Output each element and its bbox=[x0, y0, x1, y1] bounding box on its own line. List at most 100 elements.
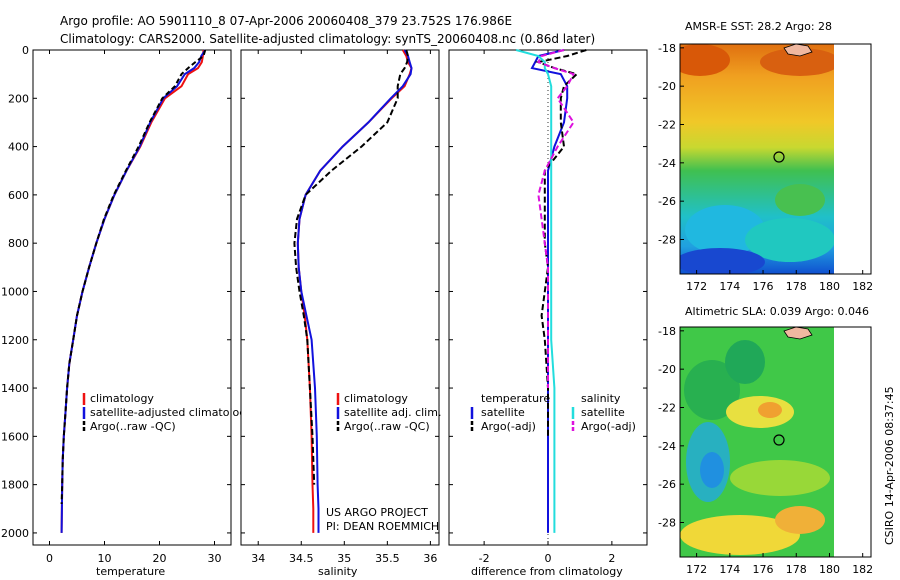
x-tick-label: 2 bbox=[608, 552, 615, 565]
island-outline bbox=[783, 43, 813, 57]
figure-title-line1: Argo profile: AO 5901110_8 07-Apr-2006 2… bbox=[60, 14, 512, 28]
argo-position-marker bbox=[773, 434, 785, 446]
sst-field-features bbox=[680, 44, 834, 274]
map-x-tick-label: 172 bbox=[686, 563, 707, 576]
sst-map-title: AMSR-E SST: 28.2 Argo: 28 bbox=[685, 20, 832, 33]
map-y-tick-label: -26 bbox=[658, 478, 676, 491]
map-y-tick-label: -28 bbox=[658, 517, 676, 530]
sst-cool-patch bbox=[745, 218, 834, 262]
temperature-ticks: 0 10 20 30 0 200 400 600 800 1000 1200 1400 1600 1800… bbox=[1, 44, 231, 565]
map-x-tick-label: 182 bbox=[852, 563, 873, 576]
temperature-axes-frame bbox=[32, 49, 232, 546]
difference-profiles bbox=[515, 49, 587, 545]
legend-argo-label: Argo(..raw -QC) bbox=[344, 420, 430, 433]
y-tick-label: 2000 bbox=[1, 527, 29, 540]
map-x-tick-label: 174 bbox=[719, 280, 740, 293]
y-tick-label: 1800 bbox=[1, 479, 29, 492]
map-x-tick-label: 174 bbox=[719, 563, 740, 576]
x-tick-label: 10 bbox=[98, 552, 112, 565]
y-tick-label: 0 bbox=[22, 44, 29, 57]
salinity-profiles bbox=[293, 49, 413, 533]
x-tick-label: 35.5 bbox=[375, 552, 400, 565]
sla-map-ticks: 172 174 176 178 180 182 -18 -20 -22 -24 -26 -28 bbox=[658, 325, 873, 576]
y-tick-label: 1200 bbox=[1, 334, 29, 347]
y-tick-label: 1000 bbox=[1, 285, 29, 298]
sla-low-patch bbox=[725, 340, 765, 384]
map-x-tick-label: 178 bbox=[786, 280, 807, 293]
x-tick-label: 0 bbox=[46, 552, 53, 565]
x-tick-label: 0 bbox=[545, 552, 552, 565]
sst-cool-patch bbox=[685, 205, 765, 255]
x-tick-label: 30 bbox=[208, 552, 222, 565]
salinity-satellite-series-line bbox=[515, 49, 556, 533]
temperature-legend: climatology satellite-adjusted climatolo… bbox=[82, 392, 253, 433]
y-tick-label: 1400 bbox=[1, 382, 29, 395]
legend-climatology-label: climatology bbox=[344, 392, 408, 405]
x-tick-label: -2 bbox=[479, 552, 490, 565]
temperature-satellite-series-line bbox=[530, 49, 569, 533]
map-y-tick-label: -22 bbox=[658, 402, 676, 415]
y-tick-label: 1600 bbox=[1, 430, 29, 443]
salinity-x-label: salinity bbox=[318, 565, 358, 578]
map-y-tick-label: -18 bbox=[658, 325, 676, 338]
legend-sal-satellite-label: satellite bbox=[581, 406, 625, 419]
map-y-tick-label: -20 bbox=[658, 80, 676, 93]
map-x-tick-label: 172 bbox=[686, 280, 707, 293]
sst-green-patch bbox=[775, 184, 825, 216]
map-y-tick-label: -22 bbox=[658, 119, 676, 132]
temperature-x-label: temperature bbox=[96, 565, 165, 578]
sst-warm-patch bbox=[760, 48, 834, 76]
island-outline bbox=[783, 326, 813, 340]
argo-position-marker bbox=[773, 151, 785, 163]
x-tick-label: 34.5 bbox=[289, 552, 314, 565]
legend-argo-label: Argo(..raw -QC) bbox=[90, 420, 176, 433]
sst-map-ticks: 172 174 176 178 180 182 -18 -20 -22 -24 -26 -28 bbox=[658, 42, 873, 293]
sla-low-patch bbox=[684, 360, 740, 420]
satellite-adj-clim-series-line bbox=[296, 49, 413, 533]
difference-ticks: -2 0 2 bbox=[449, 49, 647, 565]
x-tick-label: 36 bbox=[423, 552, 437, 565]
sla-cool-core bbox=[700, 452, 724, 488]
sla-field-features bbox=[680, 340, 830, 555]
y-tick-label: 200 bbox=[8, 92, 29, 105]
map-x-tick-label: 176 bbox=[753, 280, 774, 293]
legend-temp-satellite-label: satellite bbox=[481, 406, 525, 419]
legend-satellite-label: satellite-adjusted climatology bbox=[90, 406, 253, 419]
salinity-axes-frame bbox=[240, 49, 440, 546]
salinity-argo-adj-series-line bbox=[536, 49, 575, 388]
temperature-profiles bbox=[60, 49, 207, 533]
figure-title-line2: Climatology: CARS2000. Satellite-adjuste… bbox=[60, 32, 595, 46]
map-x-tick-label: 182 bbox=[852, 280, 873, 293]
map-x-tick-label: 180 bbox=[819, 563, 840, 576]
argo-raw-qc-series-line bbox=[293, 49, 410, 485]
map-y-tick-label: -28 bbox=[658, 234, 676, 247]
map-x-tick-label: 178 bbox=[786, 563, 807, 576]
y-tick-label: 600 bbox=[8, 189, 29, 202]
sst-warm-patch bbox=[680, 44, 730, 76]
map-y-tick-label: -20 bbox=[658, 363, 676, 376]
map-x-tick-label: 180 bbox=[819, 280, 840, 293]
legend-climatology-label: climatology bbox=[90, 392, 154, 405]
sla-map-title: Altimetric SLA: 0.039 Argo: 0.046 bbox=[685, 305, 869, 318]
map-y-tick-label: -18 bbox=[658, 42, 676, 55]
sst-cold-patch bbox=[680, 248, 765, 274]
sst-map-frame bbox=[679, 43, 872, 275]
legend-temperature-header: temperature bbox=[481, 392, 550, 405]
x-tick-label: 35 bbox=[337, 552, 351, 565]
sla-mid-patch bbox=[730, 460, 830, 496]
legend-temp-argo-label: Argo(-adj) bbox=[481, 420, 536, 433]
sla-peak-patch bbox=[758, 402, 782, 418]
y-tick-label: 800 bbox=[8, 237, 29, 250]
sla-peak-patch bbox=[775, 506, 825, 534]
legend-sal-argo-label: Argo(-adj) bbox=[581, 420, 636, 433]
map-y-tick-label: -24 bbox=[658, 157, 676, 170]
legend-salinity-header: salinity bbox=[581, 392, 621, 405]
csiro-timestamp-label: CSIRO 14-Apr-2006 08:37:45 bbox=[883, 386, 896, 545]
difference-x-label: difference from climatology bbox=[471, 565, 623, 578]
map-y-tick-label: -26 bbox=[658, 195, 676, 208]
sla-map-frame bbox=[679, 326, 872, 558]
credit-line-1: US ARGO PROJECT bbox=[326, 506, 428, 519]
legend-satellite-label: satellite adj. clim. bbox=[344, 406, 441, 419]
y-tick-label: 400 bbox=[8, 141, 29, 154]
